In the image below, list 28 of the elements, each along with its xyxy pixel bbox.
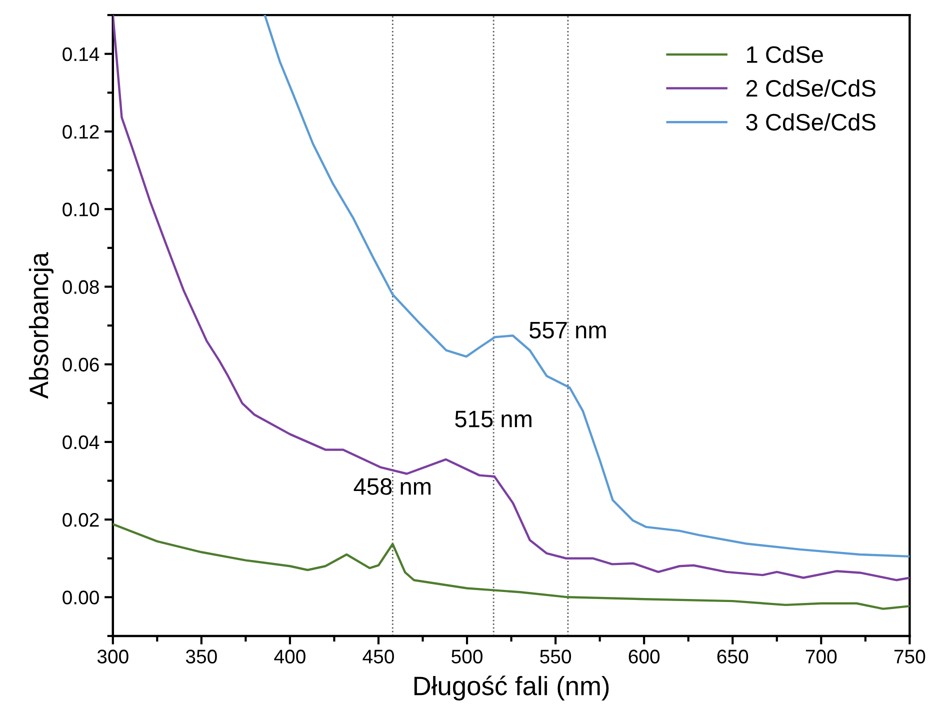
y-tick-label: 0.14: [62, 47, 100, 62]
legend-label: 3 CdSe/CdS: [746, 113, 876, 131]
x-tick-label: 650: [717, 650, 748, 664]
y-tick-label: 0.06: [62, 358, 99, 372]
x-axis-title: Długość fali (nm): [414, 676, 609, 701]
y-tick-label: 0.00: [62, 590, 99, 604]
legend-label: 1 CdSe: [747, 46, 823, 63]
x-tick-label: 400: [274, 650, 306, 664]
x-tick-label: 750: [894, 650, 926, 664]
x-tick-label: 450: [362, 650, 394, 664]
line-series: [112, 523, 910, 610]
y-tick-label: 0.12: [62, 124, 99, 139]
x-tick-label: 500: [452, 650, 482, 664]
x-tick-label: 350: [186, 650, 217, 664]
y-axis-title: Absorbancja: [28, 252, 54, 399]
x-tick-label: 550: [540, 650, 572, 664]
line-series: [264, 15, 910, 558]
y-tick-label: 0.08: [62, 280, 99, 294]
x-tick-label: 700: [806, 650, 837, 664]
annotation: 557 nm: [530, 322, 606, 338]
x-tick-label: 300: [97, 650, 128, 664]
annotation: 515 nm: [455, 410, 532, 428]
y-tick-label: 0.04: [62, 435, 100, 450]
annotation: 458 nm: [354, 478, 430, 495]
y-tick-label: 0.10: [62, 202, 99, 216]
legend-label: 2 CdSe/CdS: [746, 79, 876, 97]
x-tick-label: 600: [628, 650, 660, 664]
y-tick-label: 0.02: [62, 513, 99, 527]
